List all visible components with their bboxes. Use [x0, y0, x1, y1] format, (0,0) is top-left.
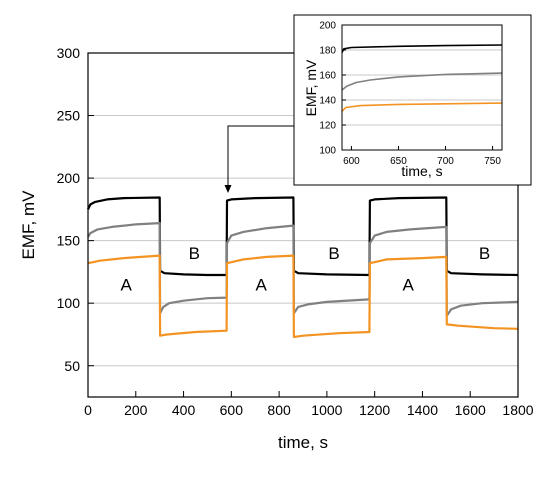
inset-y-tick-label: 120: [319, 121, 336, 132]
main-y-tick-label: 300: [57, 45, 81, 61]
main-x-tick-label: 600: [220, 402, 244, 418]
inset-ticks: 100 120 140 160 180 200 600 650 700 750: [319, 21, 501, 167]
inset-pointer-arrow: [227, 125, 294, 186]
region-label-a: A: [256, 275, 268, 294]
main-annotations: A A A B B B: [121, 244, 491, 294]
inset-x-axis-label: time, s: [401, 163, 442, 179]
main-x-tick-label: 400: [172, 402, 196, 418]
main-y-tick-label: 150: [57, 233, 81, 249]
main-x-tick-label: 800: [267, 402, 291, 418]
main-y-tick-label: 100: [57, 295, 81, 311]
inset-series-line-2: [341, 72, 503, 91]
main-series: [87, 196, 519, 339]
inset-x-tick-label: 600: [343, 156, 360, 167]
main-y-tick-label: 50: [64, 358, 80, 374]
inset-x-tick-label: 750: [484, 156, 501, 167]
main-x-tick-label: 1200: [359, 402, 390, 418]
inset-y-tick-label: 200: [319, 21, 336, 32]
inset-y-tick-label: 180: [319, 46, 336, 57]
inset-series: [341, 44, 503, 112]
region-label-a: A: [121, 275, 133, 294]
region-label-b: B: [189, 244, 200, 263]
main-x-axis-label: time, s: [278, 433, 328, 452]
inset-series-line-3: [341, 102, 503, 112]
inset-y-tick-label: 160: [319, 71, 336, 82]
main-y-tick-label: 250: [57, 108, 81, 124]
main-x-tick-label: 0: [84, 402, 92, 418]
inset-y-tick-label: 100: [319, 146, 336, 157]
main-y-axis-label: EMF, mV: [19, 190, 38, 260]
main-x-tick-label: 200: [124, 402, 148, 418]
inset-pointer-arrowhead: [224, 185, 232, 193]
main-y-tick-label: 200: [57, 170, 81, 186]
main-x-tick-label: 1000: [311, 402, 342, 418]
region-label-b: B: [328, 244, 339, 263]
main-x-tick-label: 1400: [407, 402, 438, 418]
main-series-line-3: [87, 254, 519, 339]
main-series-line-1: [87, 196, 519, 277]
main-series-line-2: [87, 222, 519, 317]
inset-plot-frame: [341, 24, 503, 151]
inset-y-tick-label: 140: [319, 96, 336, 107]
inset-x-tick-label: 650: [390, 156, 407, 167]
main-ticks: 50 100 150 200 250 300 0 200 400 600 800 1000 1200 14…: [57, 45, 534, 418]
main-x-tick-label: 1600: [455, 402, 486, 418]
inset-x-tick-label: 700: [437, 156, 454, 167]
region-label-a: A: [402, 275, 414, 294]
inset-series-line-1: [341, 44, 503, 53]
main-x-tick-label: 1800: [502, 402, 533, 418]
region-label-b: B: [479, 244, 490, 263]
inset-y-axis-label: EMF, mV: [303, 59, 319, 116]
